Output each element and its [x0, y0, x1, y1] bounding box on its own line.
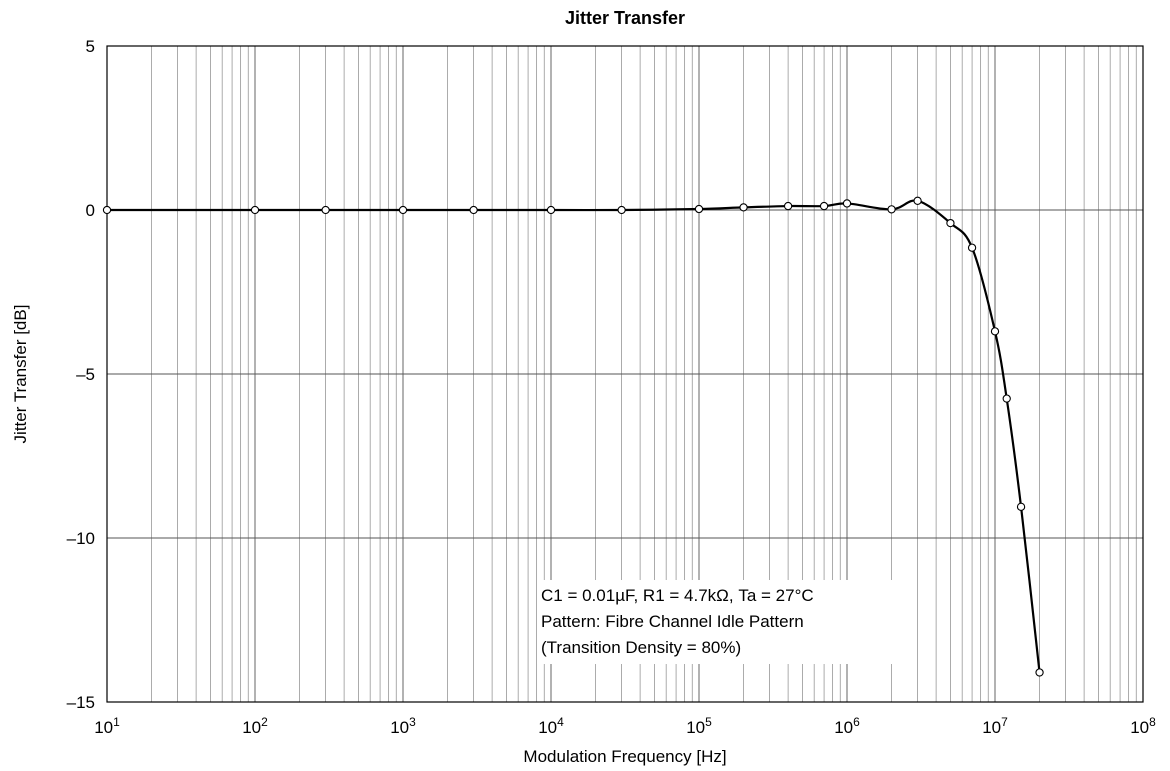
x-tick-label: 106: [834, 715, 860, 737]
y-axis-label: Jitter Transfer [dB]: [11, 305, 30, 444]
data-point: [617, 205, 626, 215]
data-point: [546, 205, 556, 215]
y-tick-label: –15: [67, 693, 95, 712]
data-point: [250, 205, 260, 215]
data-point: [694, 204, 704, 214]
y-tick-label: –5: [76, 365, 95, 384]
data-point: [398, 205, 408, 215]
data-point: [783, 201, 793, 211]
annotation-box: C1 = 0.01µF, R1 = 4.7kΩ, Ta = 27°C Patte…: [537, 580, 905, 664]
annotation-line-3: (Transition Density = 80%): [541, 638, 741, 657]
series-line: [106, 199, 1041, 673]
data-point: [913, 196, 922, 205]
x-tick-label: 101: [94, 715, 120, 737]
data-point: [469, 205, 478, 215]
data-point: [967, 243, 977, 252]
tick-labels: 101 102 103 104 105 106 107 108 5 0 –5 –10 –15: [67, 37, 1156, 737]
plot-frame: [106, 45, 1144, 703]
x-tick-label: 108: [1130, 715, 1156, 737]
data-point: [1035, 668, 1044, 677]
data-point: [946, 218, 955, 228]
annotation-line-1: C1 = 0.01µF, R1 = 4.7kΩ, Ta = 27°C: [541, 586, 814, 605]
data-point: [1002, 394, 1011, 403]
x-tick-label: 105: [686, 715, 712, 737]
data-point: [842, 199, 852, 208]
data-point: [887, 205, 896, 214]
data-point: [990, 327, 1000, 336]
x-tick-label: 104: [538, 715, 564, 737]
y-tick-label: –10: [67, 529, 95, 548]
x-tick-label: 107: [982, 715, 1008, 737]
data-point: [739, 203, 748, 212]
data-point: [102, 205, 112, 215]
x-axis-label: Modulation Frequency [Hz]: [523, 747, 726, 766]
annotation-background: [537, 580, 905, 664]
data-point: [819, 201, 829, 211]
y-tick-label: 0: [86, 201, 95, 220]
data-point: [1016, 502, 1026, 511]
chart-title: Jitter Transfer: [565, 8, 685, 28]
data-point: [321, 205, 330, 215]
x-tick-label: 103: [390, 715, 416, 737]
annotation-line-2: Pattern: Fibre Channel Idle Pattern: [541, 612, 804, 631]
y-tick-label: 5: [86, 37, 95, 56]
x-tick-label: 102: [242, 715, 268, 737]
data-series: [102, 196, 1044, 677]
